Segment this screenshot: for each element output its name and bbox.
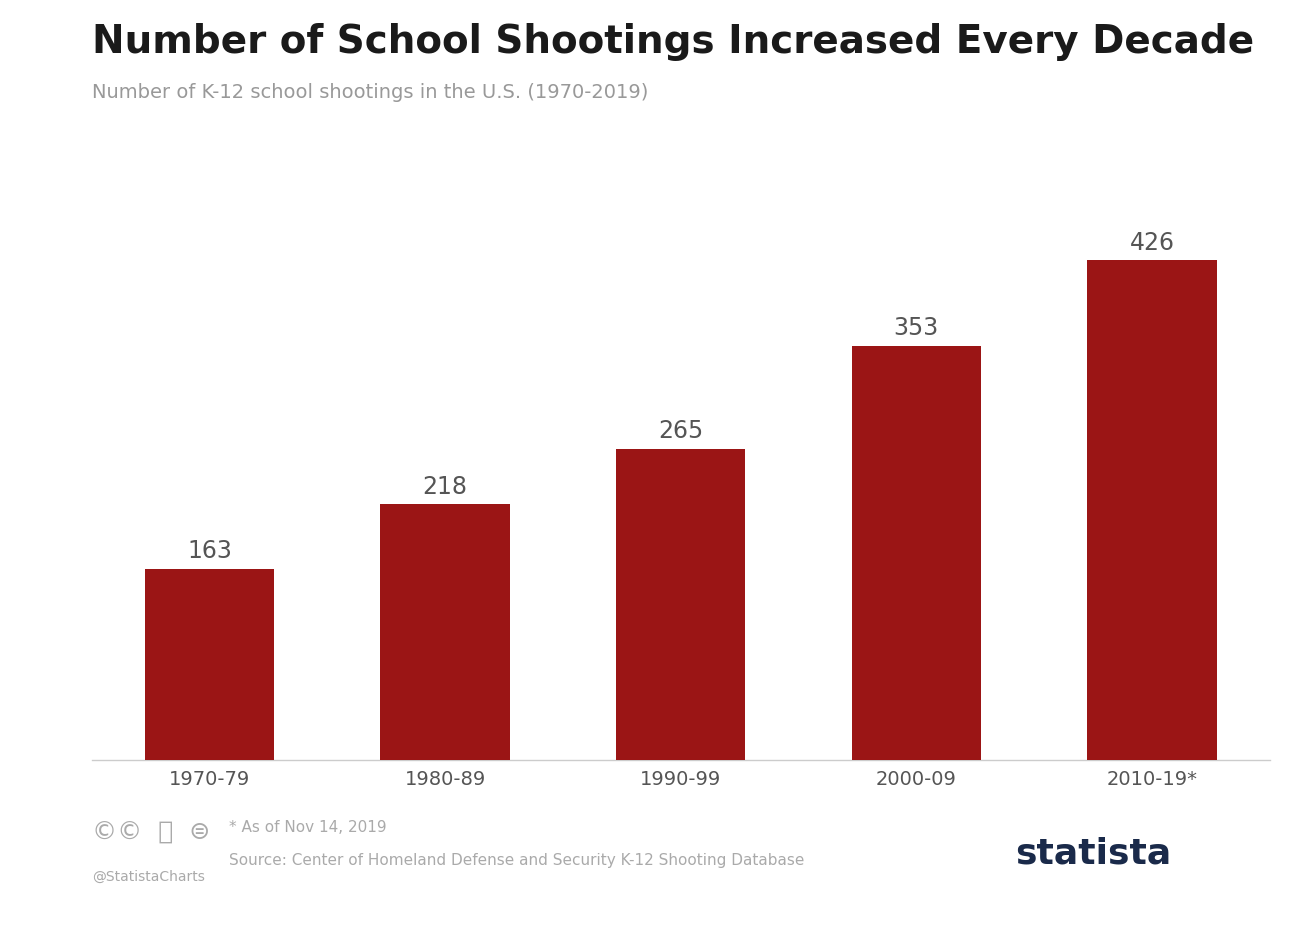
Text: Source: Center of Homeland Defense and Security K-12 Shooting Database: Source: Center of Homeland Defense and S… xyxy=(229,853,805,868)
Text: 265: 265 xyxy=(658,419,703,443)
Text: 426: 426 xyxy=(1130,231,1174,255)
Bar xyxy=(615,450,746,760)
Text: 163: 163 xyxy=(187,540,232,563)
Bar xyxy=(380,504,511,760)
Text: 218: 218 xyxy=(423,475,467,499)
Text: 353: 353 xyxy=(894,316,939,340)
Text: ©©  ⓘ  ⊜: ©© ⓘ ⊜ xyxy=(92,820,209,844)
Text: * As of Nov 14, 2019: * As of Nov 14, 2019 xyxy=(229,820,386,835)
Text: Number of K-12 school shootings in the U.S. (1970-2019): Number of K-12 school shootings in the U… xyxy=(92,83,648,102)
Text: Number of School Shootings Increased Every Decade: Number of School Shootings Increased Eve… xyxy=(92,23,1254,61)
Bar xyxy=(851,346,982,760)
Text: @StatistaCharts: @StatistaCharts xyxy=(92,870,204,883)
Bar xyxy=(1088,260,1217,760)
Text: statista: statista xyxy=(1016,836,1172,870)
Bar xyxy=(144,569,275,760)
